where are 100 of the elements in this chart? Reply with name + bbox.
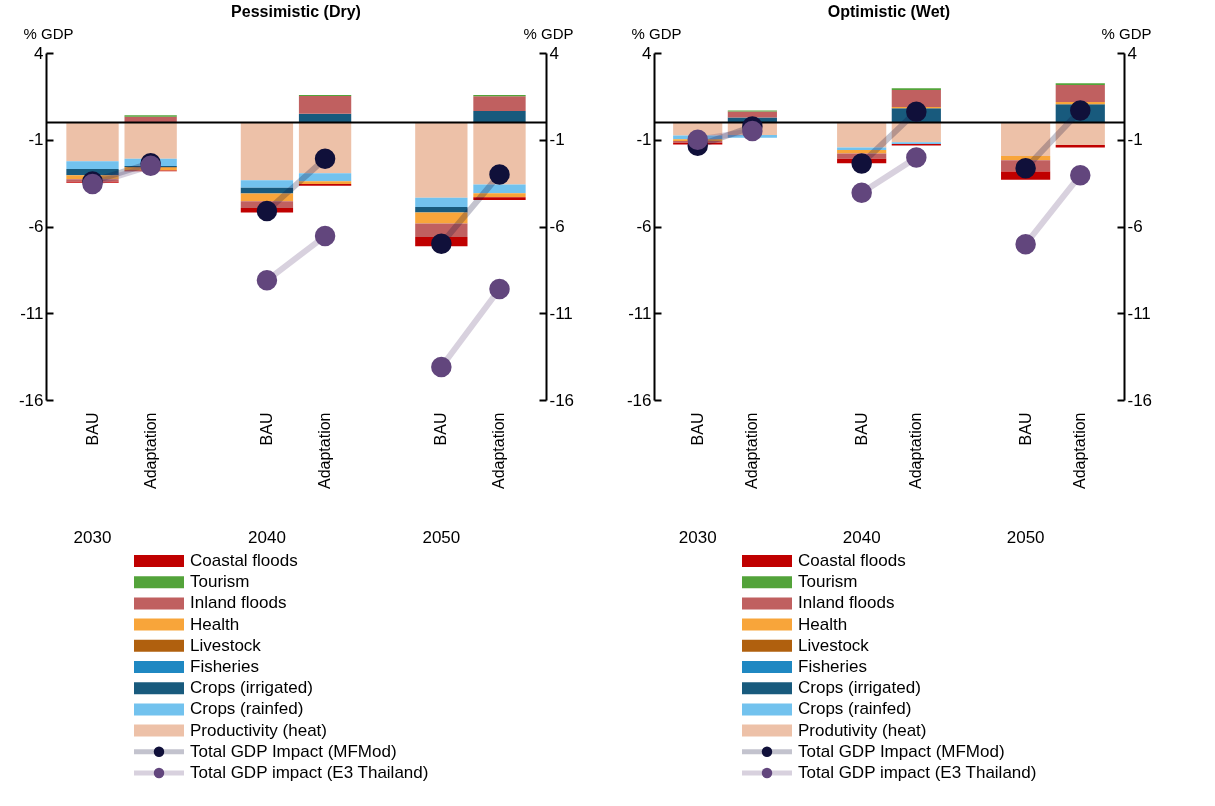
text: 2030 [73, 528, 112, 547]
x-tick-label: BAU [1016, 412, 1034, 446]
legend-label: Tourism [798, 572, 858, 592]
legend-label: Total GDP impact (E3 Thailand) [798, 763, 1037, 782]
bar [415, 212, 468, 224]
chart-title: Pessimistic (Dry) [231, 3, 361, 20]
point [851, 153, 872, 174]
point [851, 182, 872, 203]
legend-label: Crops (irrigated) [798, 678, 921, 698]
bar [473, 122, 526, 185]
y2-tick-label: -6 [1127, 217, 1143, 236]
point [256, 200, 278, 222]
legend-label: Fisheries [190, 657, 259, 676]
legend-label: Fisheries [798, 657, 867, 676]
bar [415, 197, 468, 207]
point [431, 233, 452, 255]
bar [1001, 122, 1051, 156]
bar [240, 193, 294, 202]
chart-title: Optimistic (Wet) [827, 3, 951, 20]
bar [473, 111, 526, 123]
y2-tick-label: -16 [1127, 390, 1153, 410]
point [1070, 100, 1091, 121]
point [489, 278, 510, 300]
y-tick-label: -1 [28, 130, 44, 150]
text: 2040 [842, 528, 881, 547]
bar [727, 111, 777, 118]
x-tick-label: Adaptation [490, 412, 508, 490]
legend-label: Total GDP impact (E3 Thailand) [190, 763, 429, 782]
legend-label: Coastal floods [190, 551, 298, 570]
bar [66, 161, 119, 169]
point [489, 164, 510, 185]
y-tick-label: -11 [628, 303, 652, 323]
x-tick-label: Adaptation [1071, 412, 1089, 490]
y-tick-label: -16 [626, 390, 652, 410]
y-axis-title: % GDP [631, 24, 682, 42]
legend-label: Livestock [798, 635, 870, 655]
x-tick-label: Adaptation [743, 412, 761, 490]
text: 2050 [1006, 528, 1045, 547]
y-tick-label: -16 [18, 390, 44, 410]
x-tick-label: BAU [688, 412, 706, 446]
point [1015, 233, 1036, 255]
bar [891, 89, 941, 107]
point [314, 225, 336, 247]
y2-tick-label: -11 [1127, 303, 1151, 323]
legend-label: Crops (irrigated) [190, 678, 313, 698]
point [1015, 157, 1036, 179]
legend-label: Productivity (heat) [190, 720, 327, 740]
y2-tick-label: 4 [549, 43, 559, 63]
x-tick-label: BAU [852, 412, 870, 446]
x-tick-label: BAU [83, 412, 101, 446]
bar [415, 223, 468, 237]
legend-label: Total GDP Impact (MFMod) [798, 741, 1005, 761]
y2-axis-title: % GDP [1101, 24, 1152, 42]
bar [837, 122, 887, 148]
bar [240, 180, 294, 188]
bar [298, 96, 352, 114]
legend-label: Tourism [190, 572, 250, 592]
legend-label: Produtivity (heat) [798, 720, 927, 740]
bar [1055, 84, 1105, 102]
x-tick-label: Adaptation [316, 412, 334, 490]
y2-tick-label: -6 [549, 217, 565, 236]
x-tick-label: BAU [257, 412, 275, 446]
text: 2040 [248, 528, 286, 547]
point [1070, 164, 1091, 186]
bar [415, 122, 468, 198]
legend-label: Crops (rainfed) [798, 699, 912, 719]
legend-label: Inland floods [798, 593, 895, 613]
point [906, 147, 927, 168]
bar [473, 184, 526, 194]
bar [473, 96, 526, 112]
bar [473, 193, 526, 198]
y-tick-label: -1 [636, 130, 652, 150]
y-tick-label: -6 [28, 217, 44, 236]
bar [240, 187, 294, 194]
bar [298, 173, 352, 182]
legend-label: Health [190, 614, 240, 634]
point [256, 270, 278, 291]
y2-tick-label: -16 [549, 390, 575, 410]
legend-label: Health [798, 614, 848, 634]
y-tick-label: -6 [636, 217, 652, 236]
text: 2050 [422, 528, 461, 547]
bar [891, 122, 941, 143]
bar [473, 197, 526, 200]
legend-label: Inland floods [190, 593, 287, 613]
legend-label: Coastal floods [798, 551, 906, 570]
bar [415, 206, 468, 213]
y-tick-label: -11 [20, 303, 44, 323]
y2-axis-title: % GDP [523, 24, 574, 42]
point [906, 101, 927, 122]
legend-label: Total GDP Impact (MFMod) [190, 741, 397, 761]
bar [124, 122, 177, 159]
legend-label: Livestock [190, 635, 262, 655]
point [687, 129, 708, 150]
point [742, 120, 763, 142]
bar [1055, 122, 1105, 145]
y2-tick-label: 4 [1127, 43, 1137, 63]
legend-label: Crops (rainfed) [190, 699, 304, 719]
bar [66, 122, 119, 162]
y-tick-label: 4 [642, 43, 652, 63]
x-tick-label: Adaptation [141, 412, 159, 490]
